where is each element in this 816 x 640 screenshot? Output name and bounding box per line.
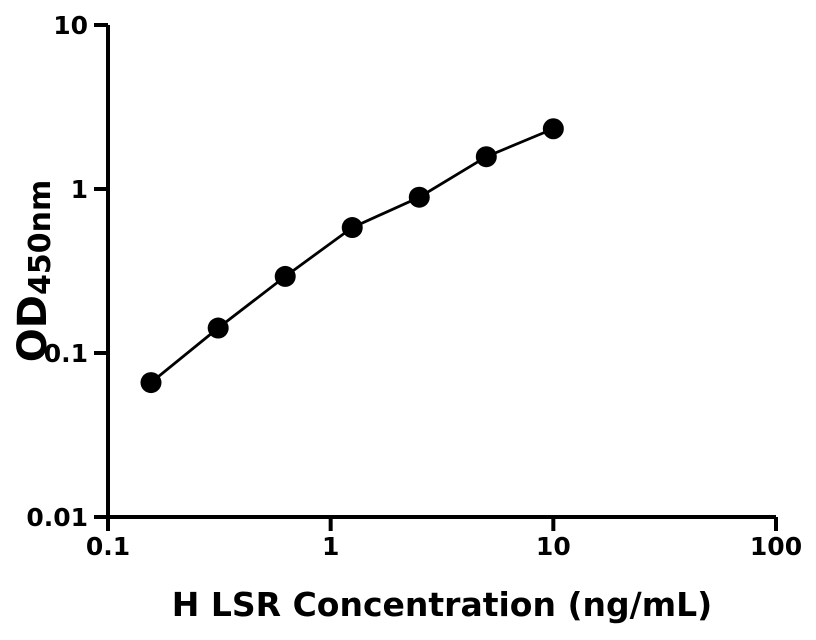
data-point-marker xyxy=(140,372,162,394)
data-point-marker xyxy=(341,217,363,239)
axis-spines xyxy=(106,25,776,519)
y-axis-title-subscript: 450nm xyxy=(23,180,58,295)
data-point-marker xyxy=(475,146,497,168)
x-tick-label: 100 xyxy=(750,532,802,561)
data-series-layer xyxy=(140,118,564,394)
y-tick-label: 0.01 xyxy=(26,503,88,532)
data-point-marker xyxy=(274,265,296,287)
y-tick-label: 10 xyxy=(53,11,88,40)
x-tick-label: 10 xyxy=(536,532,571,561)
y-tick-label: 1 xyxy=(71,175,88,204)
curve-line xyxy=(149,127,555,384)
y-axis-title-main: OD xyxy=(10,295,56,362)
data-point-marker xyxy=(207,317,229,339)
x-tick-label: 0.1 xyxy=(86,532,130,561)
y-axis-title: OD450nm xyxy=(10,180,58,362)
data-point-marker xyxy=(542,118,564,140)
x-axis-title: H LSR Concentration (ng/mL) xyxy=(172,585,712,624)
y-tick-label: 0.1 xyxy=(44,339,88,368)
x-tick-label: 1 xyxy=(322,532,339,561)
data-point-marker xyxy=(408,186,430,208)
